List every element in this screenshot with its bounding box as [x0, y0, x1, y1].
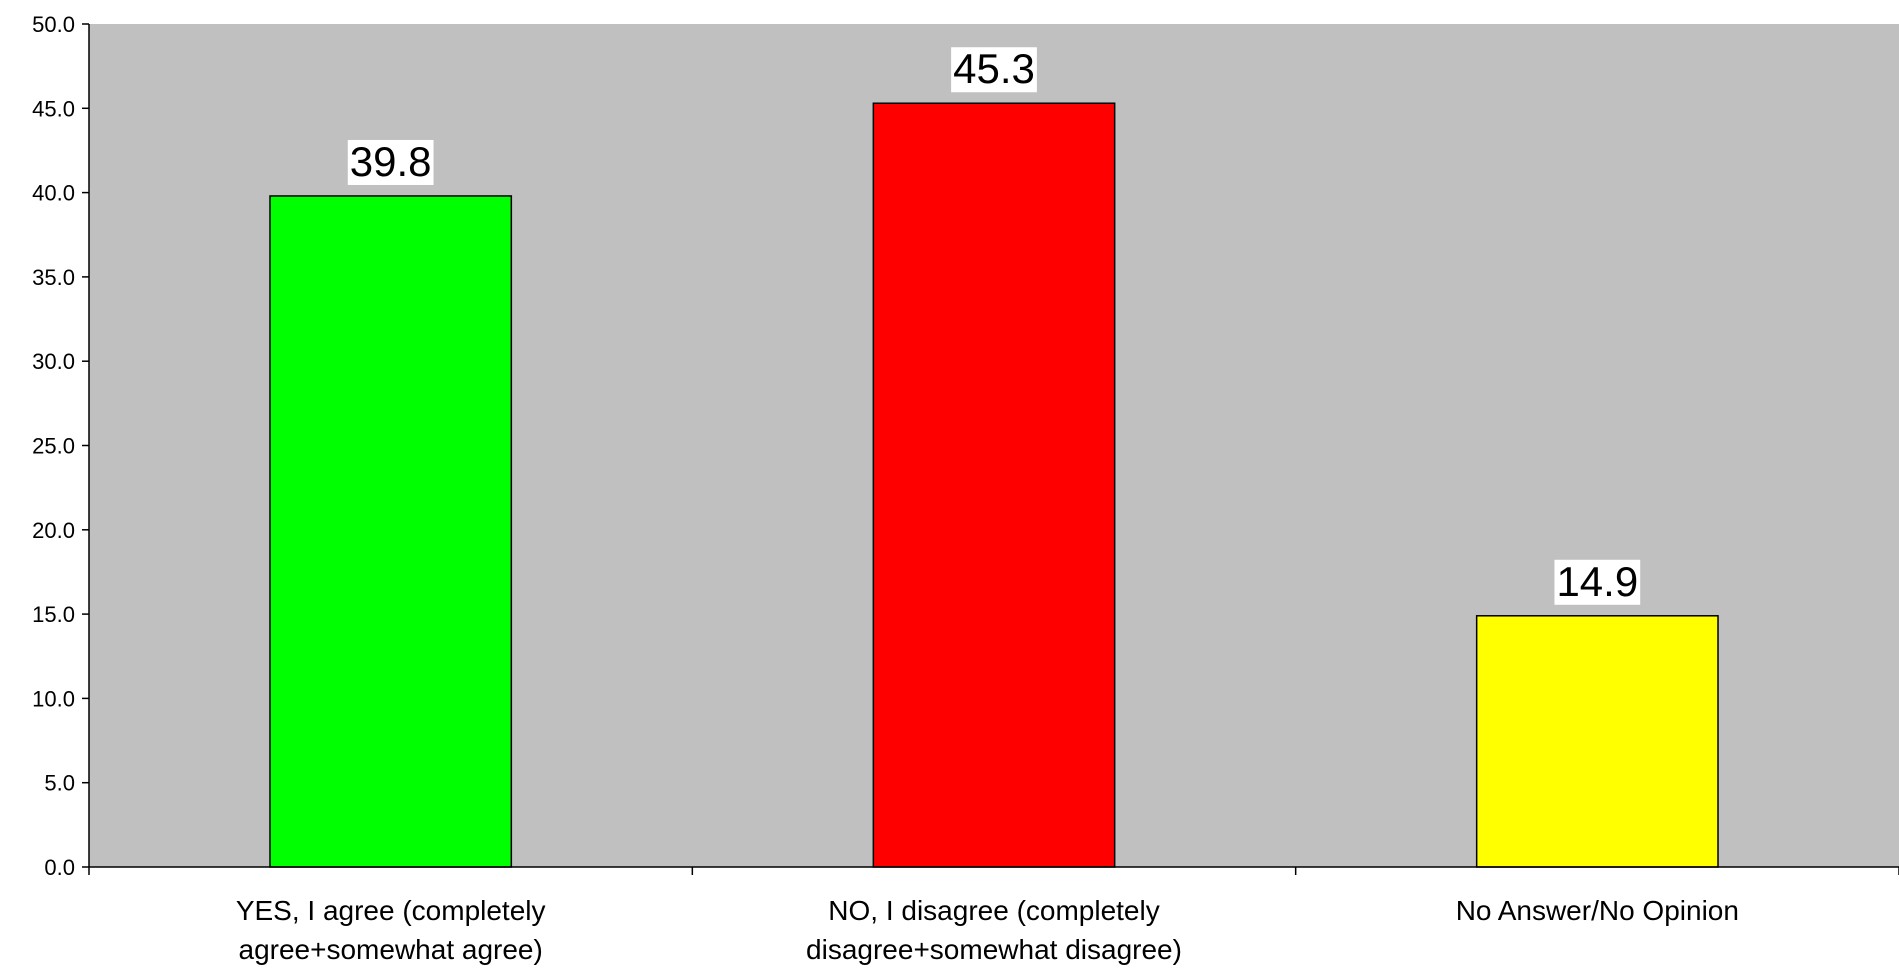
y-tick-label: 30.0: [32, 349, 75, 374]
x-category-label-line: disagree+somewhat disagree): [806, 934, 1182, 965]
x-category-label-3: No Answer/No Opinion: [1456, 895, 1739, 926]
y-tick-label: 15.0: [32, 602, 75, 627]
y-tick-label: 0.0: [44, 855, 75, 880]
bar-3: [1477, 616, 1718, 867]
data-label-text: 39.8: [350, 138, 432, 185]
x-category-label-line: No Answer/No Opinion: [1456, 895, 1739, 926]
y-axis: 0.0 5.0 10.0 15.0 20.0 25.0 30.0 35.0 40.0 45.0 50…: [32, 12, 89, 880]
data-label-text: 14.9: [1556, 558, 1638, 605]
y-tick-label: 25.0: [32, 434, 75, 459]
x-category-label-line: YES, I agree (completely: [236, 895, 546, 926]
y-tick-label: 50.0: [32, 12, 75, 37]
data-label-text: 45.3: [953, 45, 1035, 92]
y-tick-label: 20.0: [32, 518, 75, 543]
y-tick-label: 5.0: [44, 771, 75, 796]
data-label-1: 39.8: [348, 138, 434, 185]
bar-2: [873, 103, 1114, 867]
data-label-2: 45.3: [951, 45, 1037, 92]
y-tick-label: 45.0: [32, 96, 75, 121]
x-category-label-1: YES, I agree (completely agree+somewhat a…: [236, 895, 546, 965]
x-category-label-line: agree+somewhat agree): [239, 934, 543, 965]
x-category-label-2: NO, I disagree (completely disagree+somew…: [806, 895, 1182, 965]
data-label-3: 14.9: [1554, 558, 1640, 605]
bar-1: [270, 196, 511, 867]
y-tick-label: 40.0: [32, 181, 75, 206]
y-tick-label: 10.0: [32, 686, 75, 711]
x-category-label-line: NO, I disagree (completely: [828, 895, 1159, 926]
x-axis: YES, I agree (completely agree+somewhat a…: [89, 867, 1899, 965]
y-tick-label: 35.0: [32, 265, 75, 290]
